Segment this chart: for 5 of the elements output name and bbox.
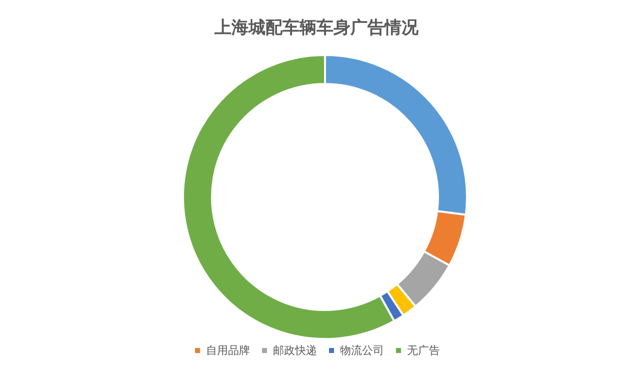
legend-label: 自用品牌 bbox=[206, 344, 250, 357]
legend-label: 物流公司 bbox=[340, 344, 384, 357]
legend-label: 邮政快递 bbox=[273, 344, 317, 357]
legend-label: 无广告 bbox=[407, 344, 440, 357]
chart-title: 上海城配车辆车身广告情况 bbox=[214, 18, 420, 37]
